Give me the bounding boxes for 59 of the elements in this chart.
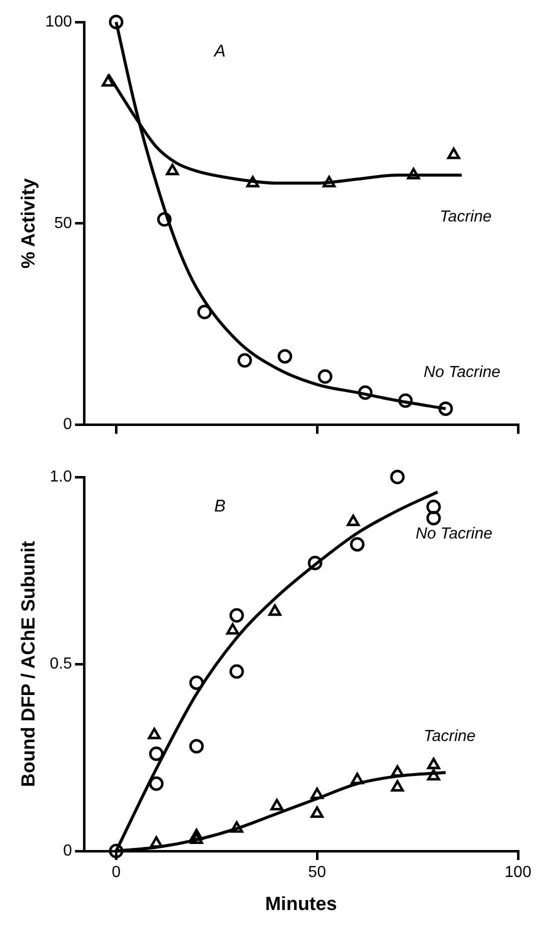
point	[190, 832, 203, 844]
point	[268, 604, 282, 616]
y-tick-label: 1.0	[50, 468, 72, 486]
x-axis-title: Minutes	[265, 894, 337, 915]
point	[308, 556, 322, 570]
y-tick-label: 0	[63, 416, 72, 434]
point	[391, 780, 404, 792]
x-tick-label: 100	[504, 864, 532, 882]
point	[197, 304, 212, 320]
point	[427, 768, 440, 780]
point	[149, 746, 164, 762]
point	[322, 176, 336, 188]
point	[350, 772, 364, 784]
point	[346, 514, 360, 526]
point	[318, 369, 332, 384]
point	[229, 664, 244, 679]
text: B	[214, 496, 226, 516]
point	[237, 353, 252, 368]
point	[246, 176, 260, 188]
y-tick-label: 0.5	[50, 655, 72, 672]
point	[391, 765, 404, 777]
point	[230, 821, 244, 833]
point	[189, 675, 204, 690]
point	[426, 510, 441, 526]
point	[278, 349, 292, 364]
point	[398, 393, 413, 408]
point	[358, 385, 373, 400]
point	[148, 728, 161, 740]
y-tick-label: 50	[54, 214, 72, 232]
point	[350, 537, 365, 552]
point	[229, 608, 244, 623]
point	[166, 164, 179, 176]
x-tick-label: 50	[308, 864, 326, 882]
x-tick-label: 0	[112, 864, 121, 882]
text: Tacrine	[440, 208, 492, 226]
y-axis-title: % Activity	[18, 178, 40, 268]
y-axis-title: Bound DFP / AChE Subunit	[18, 540, 40, 787]
point	[426, 500, 441, 514]
point	[150, 836, 163, 848]
point	[226, 623, 240, 635]
y-tick-label: 100	[45, 13, 72, 30]
point	[310, 806, 324, 818]
point	[407, 168, 420, 180]
point	[310, 788, 324, 800]
y-tick-label: 0	[63, 842, 72, 860]
point	[270, 798, 284, 810]
point	[427, 758, 440, 770]
point	[447, 148, 460, 160]
text: A	[213, 42, 226, 61]
point	[438, 401, 453, 416]
series-label: Tacrine	[424, 728, 476, 745]
point	[149, 776, 164, 791]
series-label: No Tacrine	[416, 525, 493, 542]
point	[102, 75, 115, 87]
point	[189, 739, 204, 754]
point	[390, 470, 405, 484]
point	[157, 212, 172, 227]
point	[190, 828, 203, 840]
series-label: No Tacrine	[424, 364, 501, 382]
